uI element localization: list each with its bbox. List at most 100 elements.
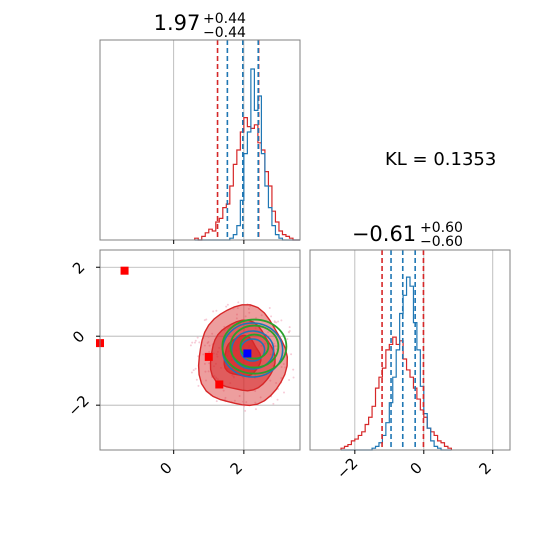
joint-xtick-label-0: 0 — [156, 459, 175, 478]
scatter-point — [211, 332, 214, 335]
scatter-point — [223, 325, 226, 328]
scatter-point — [244, 409, 247, 412]
scatter-point — [192, 369, 195, 372]
scatter-point — [203, 319, 206, 322]
scatter-point — [225, 305, 228, 308]
right-xtick-label-2: 2 — [475, 459, 494, 478]
scatter-point — [202, 353, 205, 356]
scatter-point — [244, 315, 247, 318]
scatter-point — [282, 391, 285, 394]
scatter-point — [269, 379, 272, 382]
y-marginal-title-plus: +0.60 — [420, 220, 463, 236]
scatter-point — [290, 353, 293, 356]
scatter-point — [288, 331, 291, 334]
scatter-point — [208, 362, 211, 365]
scatter-point — [233, 399, 236, 402]
scatter-point — [288, 378, 291, 381]
green-contour-1 — [229, 324, 280, 369]
scatter-point — [215, 400, 218, 403]
scatter-point — [238, 395, 241, 398]
scatter-point — [207, 340, 210, 343]
joint-ytick-label-1: 0 — [69, 327, 88, 346]
scatter-point — [280, 366, 283, 369]
green-contour-0 — [221, 318, 288, 375]
joint-panel: 0 2 2 0 −2 — [65, 249, 301, 478]
blue-marker — [243, 349, 252, 358]
scatter-point — [286, 337, 289, 340]
scatter-point — [226, 303, 229, 306]
x-marginal-title-minus: −0.44 — [203, 25, 246, 41]
joint-ytick-label-2: −2 — [65, 392, 93, 420]
scatter-point — [237, 301, 240, 304]
right-xtick-label-0: −2 — [333, 454, 361, 482]
scatter-point — [254, 401, 257, 404]
joint-frame — [99, 249, 301, 451]
red-marker-2 — [204, 352, 213, 361]
scatter-point — [272, 402, 275, 405]
scatter-point — [235, 317, 238, 320]
scatter-point — [260, 314, 263, 317]
blue-contour-1 — [230, 330, 275, 370]
scatter-point — [292, 376, 295, 379]
scatter-point — [204, 370, 207, 373]
top-red-histogram — [194, 117, 300, 241]
green-contour-2 — [239, 333, 270, 360]
scatter-point — [207, 370, 210, 373]
scatter-point — [280, 377, 283, 380]
scatter-point — [254, 389, 257, 392]
scatter-point — [207, 335, 210, 338]
scatter-point — [195, 378, 198, 381]
joint-ytick-label-0: 2 — [69, 258, 88, 277]
scatter-point — [205, 318, 208, 321]
scatter-point — [268, 307, 271, 310]
scatter-point — [236, 307, 239, 310]
joint-xtick-label-1: 2 — [227, 459, 246, 478]
scatter-point — [277, 320, 280, 323]
scatter-point — [208, 344, 211, 347]
right-frame — [309, 249, 511, 451]
y-marginal-title-value: −0.61 — [352, 222, 416, 246]
x-marginal-panel — [99, 39, 301, 244]
scatter-point — [194, 339, 197, 342]
scatter-point — [275, 382, 278, 385]
scatter-point — [292, 368, 295, 371]
scatter-point — [203, 362, 206, 365]
kl-annotation: KL = 0.1353 — [385, 149, 496, 170]
top-blue-histogram — [194, 68, 300, 241]
y-marginal-title-minus: −0.60 — [420, 234, 463, 250]
scatter-point — [243, 405, 246, 408]
right-xtick-label-1: 0 — [407, 459, 426, 478]
scatter-point — [259, 396, 262, 399]
scatter-point — [203, 344, 206, 347]
scatter-point — [191, 341, 194, 344]
scatter-point — [255, 317, 258, 320]
scatter-point — [198, 341, 201, 344]
scatter-point — [242, 400, 245, 403]
scatter-point — [254, 408, 257, 411]
scatter-point — [190, 371, 193, 374]
scatter-point — [248, 311, 251, 314]
right-blue-histogram — [341, 276, 452, 451]
scatter-point — [288, 326, 291, 329]
scatter-point — [215, 309, 218, 312]
scatter-point — [270, 315, 273, 318]
top-frame — [99, 39, 301, 241]
scatter-point — [282, 363, 285, 366]
scatter-point — [197, 384, 200, 387]
scatter-point — [273, 321, 276, 324]
red-marker-3 — [215, 380, 224, 389]
scatter-point — [222, 389, 225, 392]
right-red-histogram — [340, 336, 452, 450]
scatter-point — [208, 350, 211, 353]
scatter-point — [205, 379, 208, 382]
scatter-point — [245, 401, 248, 404]
scatter-point — [284, 366, 287, 369]
scatter-point — [193, 341, 196, 344]
scatter-point — [280, 319, 283, 322]
scatter-point — [212, 310, 215, 313]
scatter-point — [236, 313, 239, 316]
scatter-point — [247, 307, 250, 310]
scatter-point — [196, 336, 199, 339]
scatter-point — [276, 398, 279, 401]
